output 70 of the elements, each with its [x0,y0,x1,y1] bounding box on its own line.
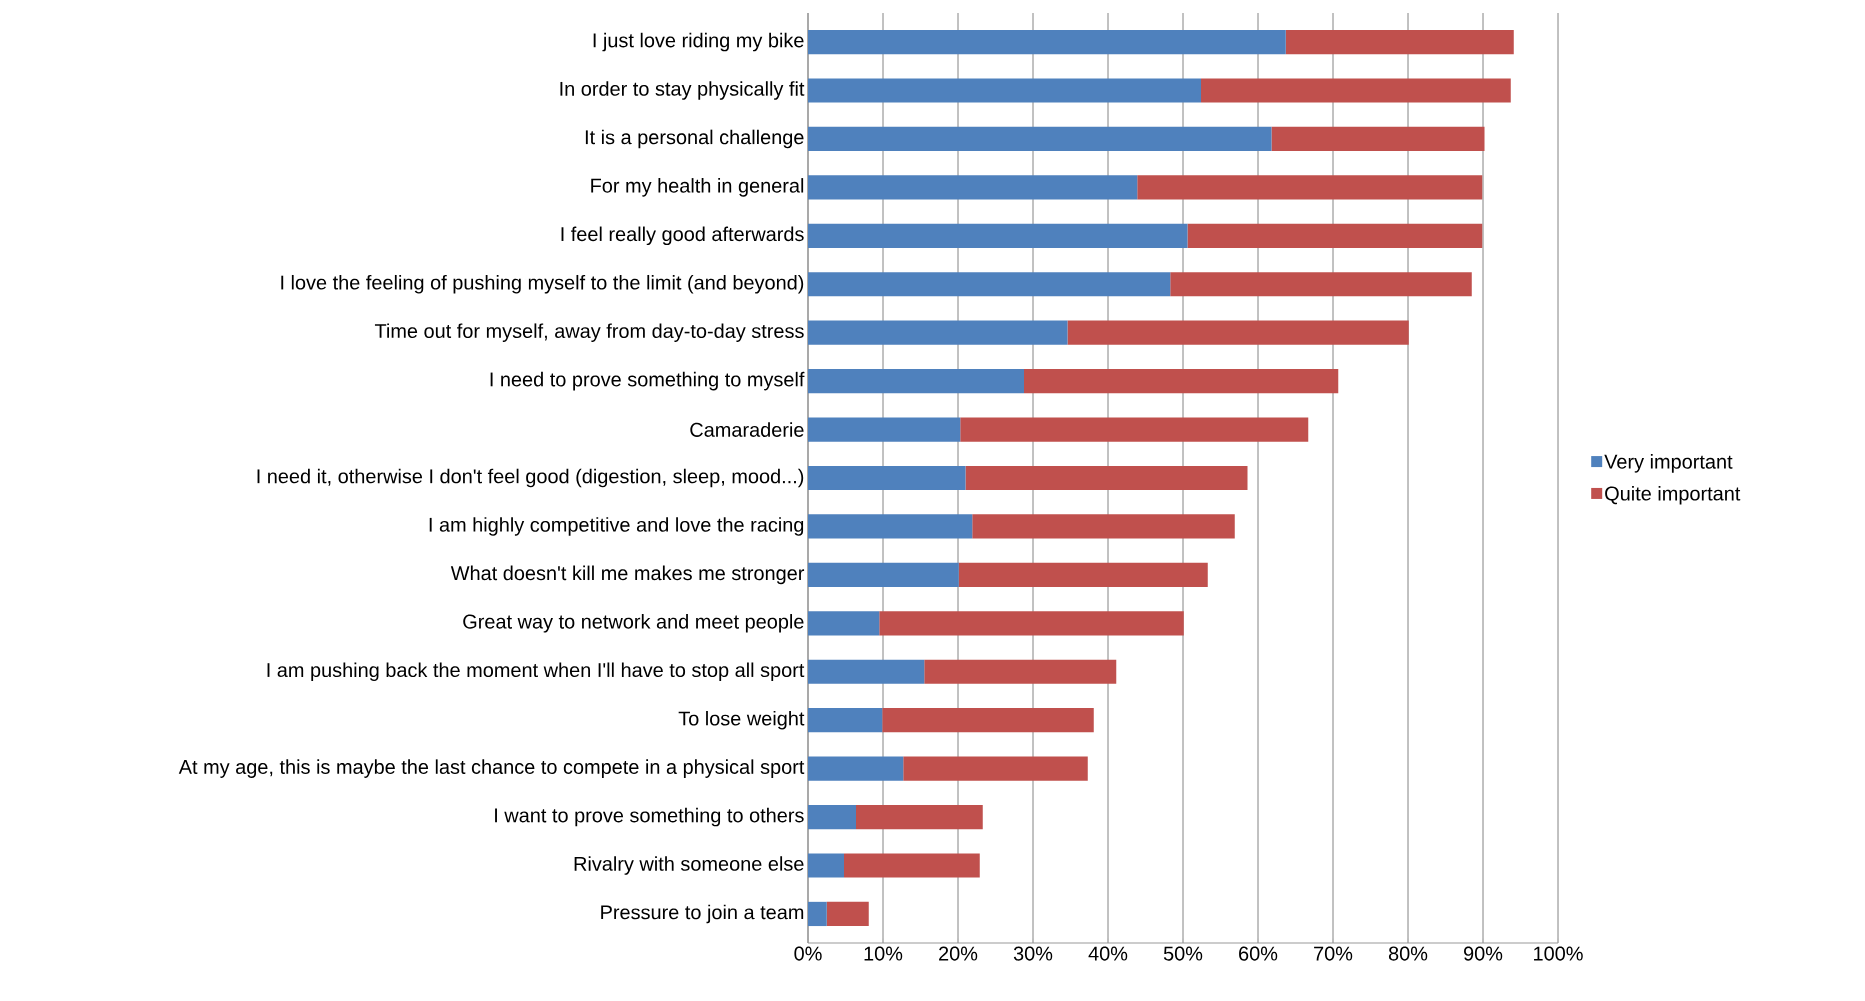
bar [1137,175,1483,200]
y-tick-label: I need it, otherwise I don't feel good (digestion, sleep, mood...) [257,468,804,488]
bar [1285,29,1514,55]
y-tick-label: I just love riding my bike [593,32,804,52]
y-tick-label: In order to stay physically fit [560,81,805,100]
bar [844,853,980,878]
bar [808,611,880,636]
y-tick-label: Camaraderie [690,422,804,437]
x-tick-label: 60% [1239,946,1278,961]
bar [972,514,1235,539]
y-tick-label: I am pushing back the moment when I'll have to stop all sport [267,662,805,682]
bar [808,320,1068,345]
bar [924,659,1117,684]
bar [808,465,966,491]
bar [808,126,1272,152]
bar [808,562,959,587]
y-tick-label: What doesn't kill me makes me stronger [450,565,805,585]
bar [808,514,973,539]
bar [1170,272,1472,297]
bar [1067,320,1409,345]
y-tick-label: At my age, this is maybe the last chance to compete in a physical sport [178,759,805,778]
x-tick-label: 20% [939,946,978,961]
y-tick-label: I love the feeling of pushing myself to the limit (and beyond) [281,274,804,294]
bar [808,659,925,684]
bar [808,223,1188,248]
bar [808,29,1286,55]
y-tick-label: I want to prove something to others [495,807,804,827]
x-tick-label: 80% [1388,946,1428,961]
bar [1201,78,1511,103]
bar [808,901,827,927]
y-tick-label: Time out for myself, away from day-to-day stress [374,323,804,342]
bar [1271,126,1485,152]
y-tick-label: I am highly competitive and love the racing [429,517,804,536]
y-tick-label: Great way to network and meet people [463,614,804,633]
bar [960,417,1309,442]
bar [965,465,1248,491]
bar [1187,223,1483,248]
x-tick-label: 30% [1013,946,1053,961]
y-tick-label: It is a personal challenge [585,129,804,149]
y-tick-label: Rivalry with someone else [574,856,804,875]
bar [808,804,856,830]
bar [1024,369,1339,394]
y-tick-label: I need to prove something to myself [490,371,805,391]
bar [879,611,1184,636]
y-tick-label: To lose weight [678,710,805,730]
y-tick-label: I feel really good afterwards [561,226,804,246]
bar [808,853,844,878]
legend-label: Quite important [1605,485,1741,505]
x-tick-label: 10% [864,946,903,961]
bar [826,901,869,927]
x-tick-label: 40% [1088,946,1128,961]
x-tick-label: 90% [1464,946,1503,961]
bar [808,272,1171,297]
x-tick-label: 50% [1163,946,1203,961]
bar [856,804,983,830]
y-tick-label: For my health in general [591,178,804,197]
bar [882,708,1094,733]
bar [808,708,883,733]
legend-label: Very important [1604,454,1733,473]
bar [958,562,1208,587]
bar [808,175,1138,200]
x-tick-label: 0% [794,946,822,961]
bar [808,417,961,442]
y-tick-label: Pressure to join a team [601,904,804,924]
bar [808,756,904,781]
bar [903,756,1088,781]
x-tick-label: 100% [1534,946,1583,961]
bar [808,369,1024,394]
bar [808,78,1202,103]
x-tick-label: 70% [1314,946,1353,961]
